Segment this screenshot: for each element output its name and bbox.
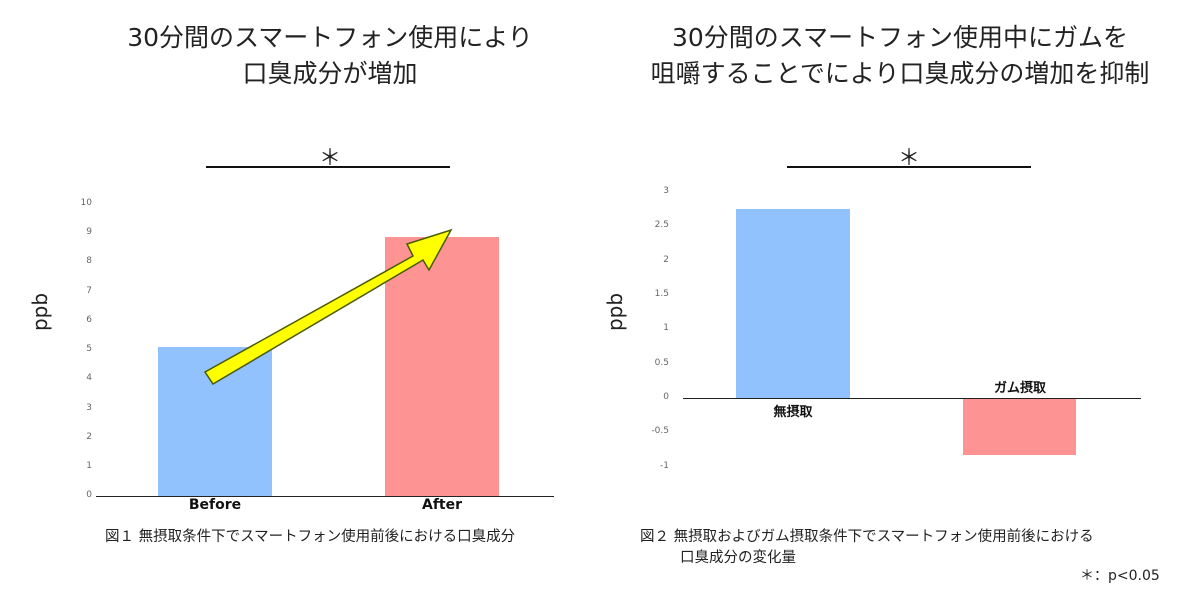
right-significance-bracket <box>787 166 1031 168</box>
category-label-after: After <box>421 497 463 513</box>
tick: 0.5 <box>654 358 669 368</box>
tick: 0 <box>86 490 92 500</box>
left-x-axis <box>96 496 554 497</box>
right-title-line1: 30分間のスマートフォン使用中にガムを <box>671 23 1129 52</box>
bar-after <box>385 237 499 496</box>
tick: 10 <box>80 198 92 208</box>
tick: 2 <box>663 255 669 265</box>
category-label-no-intake: 無摂取 <box>773 405 813 420</box>
tick: 9 <box>86 227 92 237</box>
tick: 3 <box>663 186 669 196</box>
tick: 6 <box>86 315 92 325</box>
category-label-before: Before <box>188 497 242 513</box>
right-y-axis-label: ppb <box>603 292 627 332</box>
figure1-caption: 図１ 無摂取条件下でスマートフォン使用前後における口臭成分 <box>105 529 516 545</box>
tick: 1 <box>86 461 92 471</box>
category-label-gum-intake: ガム摂取 <box>993 381 1046 396</box>
tick: 0 <box>663 392 669 402</box>
left-significance-star: ＊ <box>318 146 341 171</box>
right-x-axis <box>683 398 1141 399</box>
increase-arrow-icon <box>203 228 453 386</box>
tick: 8 <box>86 256 92 266</box>
tick: -0.5 <box>651 426 669 436</box>
right-significance-star: ＊ <box>897 146 920 171</box>
bar-gum-intake <box>963 399 1076 455</box>
right-title-line2: 咀嚼することでにより口臭成分の増加を抑制 <box>650 59 1150 88</box>
tick: 2.5 <box>654 220 669 230</box>
left-significance-bracket <box>206 166 450 168</box>
tick: 2 <box>86 432 92 442</box>
tick: 5 <box>86 344 92 354</box>
tick: -1 <box>660 461 669 471</box>
bar-no-intake <box>736 209 850 398</box>
figure2-caption-line1: 図２ 無摂取およびガム摂取条件下でスマートフォン使用前後における <box>640 529 1094 545</box>
tick: 3 <box>86 403 92 413</box>
left-title-line1: 30分間のスマートフォン使用により <box>127 23 533 52</box>
tick: 1 <box>663 323 669 333</box>
tick: 4 <box>86 373 92 383</box>
tick: 1.5 <box>654 289 669 299</box>
significance-note: ＊：p<0.05 <box>1080 568 1160 584</box>
figure2-caption-line2: 口臭成分の変化量 <box>680 550 796 566</box>
tick: 7 <box>86 286 92 296</box>
left-y-axis-label: ppb <box>28 292 52 332</box>
left-title-line2: 口臭成分が増加 <box>242 59 418 88</box>
